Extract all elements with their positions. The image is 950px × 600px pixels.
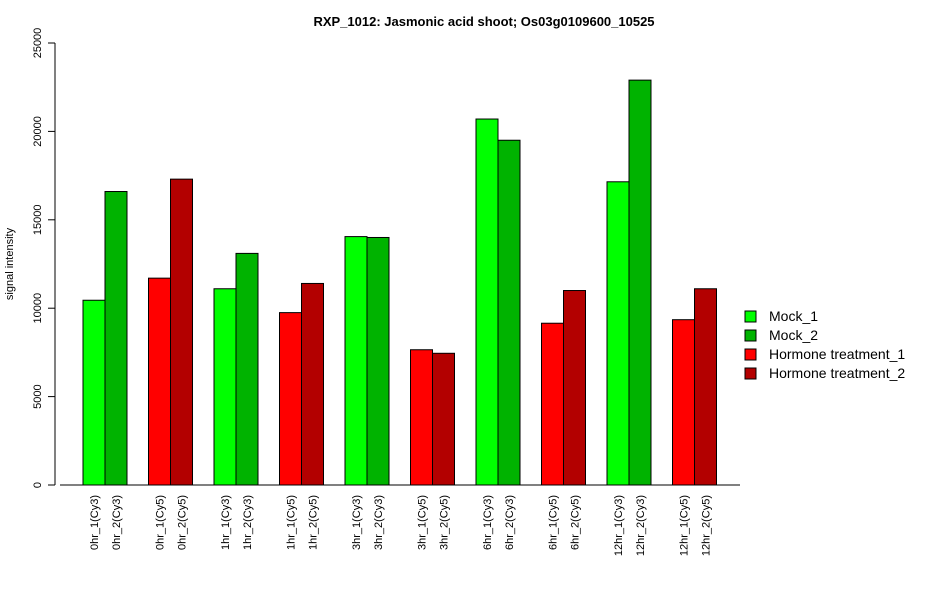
x-tick-label: 0hr_2(Cy5) [177,495,189,550]
bar [672,319,695,486]
x-tick-label: 6hr_2(Cy5) [570,495,582,550]
y-axis-label: signal intensity [4,227,16,300]
bar [475,118,499,486]
legend-label: Hormone treatment_2 [769,365,905,381]
x-tick-label: 3hr_1(Cy5) [417,495,429,550]
bar [694,288,717,486]
x-tick-label: 12hr_1(Cy3) [613,495,625,556]
legend-swatch [744,367,757,380]
x-tick-label: 3hr_2(Cy3) [373,495,385,550]
y-tick-label: 15000 [32,205,44,236]
bar [563,290,586,486]
chart-title: RXP_1012: Jasmonic acid shoot; Os03g0109… [313,14,654,29]
x-tick-label: 3hr_2(Cy5) [439,495,451,550]
bar [148,277,171,486]
legend-label: Mock_1 [769,308,818,324]
bar [213,288,237,486]
x-tick-label: 12hr_2(Cy3) [635,495,647,556]
bars [82,79,717,486]
legend: Mock_1 Mock_2 Hormone treatment_1 Hormone t… [744,308,905,381]
x-tick-label: 12hr_2(Cy5) [701,495,713,556]
x-tick-label: 12hr_1(Cy5) [679,495,691,556]
y-tick-label: 10000 [32,293,44,324]
x-tick-label: 1hr_2(Cy5) [308,495,320,550]
y-tick-label: 5000 [32,384,44,408]
x-tick-label: 6hr_2(Cy3) [504,495,516,550]
x-tick-label: 6hr_1(Cy5) [548,495,560,550]
bar [410,349,433,486]
bar [628,79,652,486]
legend-label: Mock_2 [769,327,818,343]
y-tick-label: 25000 [32,28,44,59]
legend-swatch [744,348,757,361]
x-tick-labels: 0hr_1(Cy3) 0hr_2(Cy3) 0hr_1(Cy5) 0hr_2(Cy5)… [89,495,713,556]
x-tick-label: 1hr_2(Cy3) [242,495,254,550]
bar [301,282,324,486]
bar [104,191,128,486]
x-tick-label: 3hr_1(Cy3) [351,495,363,550]
x-tick-label: 1hr_1(Cy3) [220,495,232,550]
y-tick-label: 20000 [32,116,44,147]
x-tick-label: 0hr_1(Cy3) [89,495,101,550]
x-tick-label: 1hr_1(Cy5) [286,495,298,550]
bar [366,236,390,486]
bar [606,181,630,486]
bar [497,139,521,486]
bar [432,352,455,486]
legend-swatch [744,310,757,323]
bar [344,236,368,486]
legend-swatch [744,329,757,342]
y-axis: 0 5000 10000 15000 20000 25000 [32,28,56,488]
x-tick-label: 0hr_2(Cy3) [111,495,123,550]
bar [235,252,259,486]
bar [170,178,193,486]
bar [541,322,564,486]
x-tick-label: 6hr_1(Cy3) [482,495,494,550]
x-tick-label: 0hr_1(Cy5) [155,495,167,550]
bar [279,312,302,486]
bar [82,299,106,486]
y-tick-label: 0 [32,482,44,488]
legend-label: Hormone treatment_1 [769,346,905,362]
